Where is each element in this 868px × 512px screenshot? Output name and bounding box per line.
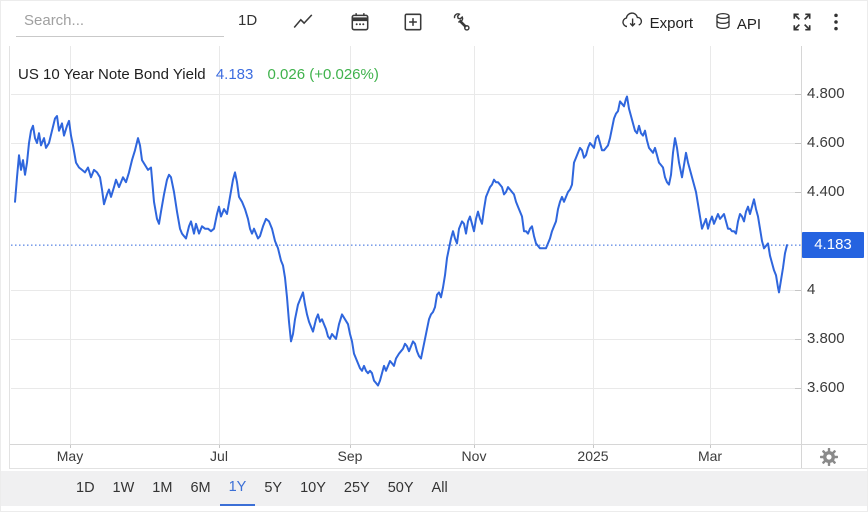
y-axis-label: 4: [807, 280, 816, 298]
tools-wrench-icon[interactable]: [448, 9, 474, 35]
y-axis-label: 4.400: [807, 182, 845, 200]
range-1w[interactable]: 1W: [104, 471, 144, 506]
database-icon: [714, 12, 732, 36]
range-selector-bar: 1D 1W 1M 6M 1Y 5Y 10Y 25Y 50Y All: [1, 471, 867, 506]
x-axis-label: Sep: [337, 448, 363, 464]
y-axis-label: 4.600: [807, 133, 845, 151]
y-axis-label: 3.800: [807, 329, 845, 347]
export-label: Export: [649, 14, 693, 32]
line-chart-type-icon[interactable]: [290, 9, 316, 35]
x-axis-label: 2025: [577, 448, 609, 464]
add-panel-icon[interactable]: [400, 9, 426, 35]
range-all[interactable]: All: [423, 471, 457, 506]
search-input[interactable]: [16, 8, 224, 37]
y-axis-label: 3.600: [807, 378, 845, 396]
x-axis-label: Jul: [210, 448, 228, 464]
range-1y[interactable]: 1Y: [219, 471, 256, 506]
api-label: API: [736, 15, 761, 33]
cloud-download-icon: [621, 12, 645, 34]
current-price-badge: 4.183: [802, 232, 864, 259]
x-axis-label: May: [56, 448, 84, 464]
price-line-chart[interactable]: [1, 46, 868, 469]
last-value: 4.183: [215, 66, 254, 83]
range-1d[interactable]: 1D: [67, 471, 104, 506]
fullscreen-icon[interactable]: [789, 9, 815, 35]
export-button[interactable]: Export: [619, 10, 695, 36]
interval-selector[interactable]: 1D: [238, 12, 258, 29]
range-50y[interactable]: 50Y: [379, 471, 423, 506]
range-25y[interactable]: 25Y: [335, 471, 379, 506]
chart-title: US 10 Year Note Bond Yield 4.183 0.026 (…: [18, 66, 379, 83]
x-axis-label: Nov: [461, 448, 487, 464]
x-axis-label: Mar: [697, 448, 723, 464]
toolbar: 1D: [1, 1, 867, 46]
calendar-icon[interactable]: [347, 9, 373, 35]
change-value: 0.026 (+0.026%): [267, 66, 379, 83]
kebab-menu-icon[interactable]: [823, 9, 849, 35]
yield-line-series: [14, 95, 788, 387]
api-button[interactable]: API: [712, 10, 763, 38]
settings-gear-icon[interactable]: [819, 447, 839, 467]
instrument-name: US 10 Year Note Bond Yield: [18, 66, 206, 83]
range-6m[interactable]: 6M: [181, 471, 219, 506]
range-10y[interactable]: 10Y: [291, 471, 335, 506]
chart-card: US 10 Year Note Bond Yield 4.183 0.026 (…: [1, 46, 868, 469]
range-1m[interactable]: 1M: [143, 471, 181, 506]
range-5y[interactable]: 5Y: [255, 471, 291, 506]
y-axis-label: 4.800: [807, 85, 845, 102]
